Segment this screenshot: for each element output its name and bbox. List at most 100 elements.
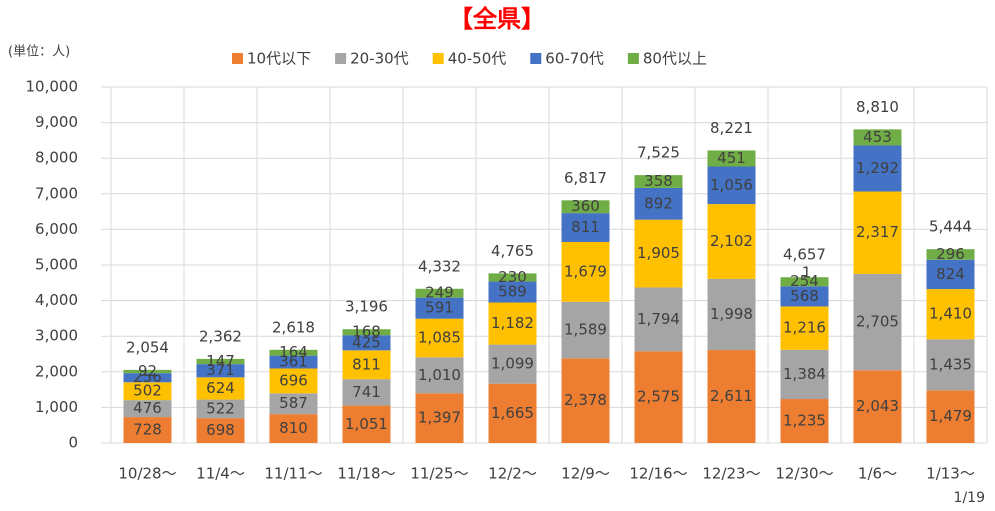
data-label: 1,292 <box>856 159 899 177</box>
data-label: 2,102 <box>710 232 753 250</box>
total-label: 3,196 <box>345 298 388 316</box>
data-label: 1,216 <box>783 319 826 337</box>
data-label: 824 <box>936 265 965 283</box>
bar-segment <box>707 204 756 279</box>
data-label: 358 <box>644 172 673 190</box>
bar-segment <box>780 306 829 350</box>
x-tick-label: 12/2〜 <box>488 465 537 483</box>
bar-segment <box>561 213 610 243</box>
bar-segment <box>926 390 975 443</box>
x-tick-label: 12/23〜 <box>702 465 760 483</box>
data-label: 810 <box>279 419 308 437</box>
data-label: 2,611 <box>710 387 753 405</box>
legend-label: 20-30代 <box>350 50 409 68</box>
bar-segment <box>707 278 756 351</box>
data-label: 2,575 <box>637 388 680 406</box>
data-label: 1,479 <box>929 407 972 425</box>
data-label: 1,099 <box>491 355 534 373</box>
bar-segment <box>634 287 683 352</box>
bar-segment <box>926 259 975 290</box>
bar-segment <box>123 417 172 443</box>
x-tick-label: 11/25〜 <box>410 465 468 483</box>
data-label: 164 <box>279 343 308 361</box>
data-label: 698 <box>206 421 235 439</box>
bar-segment <box>561 358 610 443</box>
legend-swatch <box>432 53 444 64</box>
data-label: 728 <box>133 421 162 439</box>
x-tick-label: 11/11〜 <box>264 465 322 483</box>
bar-segment <box>634 351 683 443</box>
total-label: 8,221 <box>710 119 753 137</box>
data-label: 624 <box>206 379 235 397</box>
data-label: 811 <box>352 355 381 373</box>
data-label: 371 <box>206 361 235 379</box>
total-label: 8,810 <box>856 98 899 116</box>
bar-segment <box>415 393 464 443</box>
bar-segment <box>342 329 391 336</box>
bar-segment <box>561 301 610 359</box>
legend-swatch <box>335 53 347 64</box>
bar-segment <box>853 191 902 274</box>
bar-segment <box>342 379 391 406</box>
data-label: 451 <box>717 149 746 167</box>
bar-segment <box>488 383 537 443</box>
bar-segment <box>853 129 902 146</box>
bar-segment <box>196 418 245 443</box>
bar-segment <box>415 318 464 358</box>
x-tick-label: 12/9〜 <box>561 465 610 483</box>
legend-swatch <box>627 53 639 64</box>
data-label: 892 <box>644 194 673 212</box>
bar-segment <box>780 399 829 443</box>
bar-segment <box>926 339 975 391</box>
bar-segment <box>780 286 829 307</box>
data-label: 591 <box>425 299 454 317</box>
data-label: 568 <box>790 287 819 305</box>
total-label: 4,765 <box>491 242 534 260</box>
y-tick-label: 6,000 <box>35 220 78 238</box>
data-label: 92 <box>138 362 157 380</box>
total-label: 2,362 <box>199 327 242 345</box>
bar-segment <box>123 373 172 383</box>
annotation: 1 <box>802 264 812 282</box>
data-label: 360 <box>571 197 600 215</box>
data-label: 587 <box>279 394 308 412</box>
data-label: 453 <box>863 128 892 146</box>
x-tick-label: 11/18〜 <box>337 465 395 483</box>
bar-segment <box>342 350 391 380</box>
total-label: 6,817 <box>564 169 607 187</box>
legend-swatch <box>530 53 542 64</box>
data-label: 696 <box>279 371 308 389</box>
y-tick-label: 4,000 <box>35 291 78 309</box>
total-label: 4,657 <box>783 246 826 264</box>
page-note: 1/19 <box>954 490 985 506</box>
total-label: 4,332 <box>418 257 461 275</box>
data-label: 1,905 <box>637 244 680 262</box>
legend-swatch <box>232 53 243 64</box>
data-label: 1,182 <box>491 314 534 332</box>
bar-segment <box>123 369 172 374</box>
data-label: 1,435 <box>929 355 972 373</box>
unit-label: (単位：人) <box>8 44 70 60</box>
data-label: 168 <box>352 323 381 341</box>
data-label: 1,998 <box>710 305 753 323</box>
bar-segment <box>488 281 537 303</box>
y-tick-label: 0 <box>68 434 78 452</box>
total-label: 2,618 <box>272 318 315 336</box>
data-label: 1,410 <box>929 305 972 323</box>
data-label: 1,085 <box>418 328 461 346</box>
data-label: 296 <box>936 245 965 263</box>
bar-segment <box>780 277 829 287</box>
bar-segment <box>415 288 464 298</box>
data-label: 361 <box>279 353 308 371</box>
data-label: 502 <box>133 382 162 400</box>
data-label: 2,317 <box>856 223 899 241</box>
bar-segment <box>707 150 756 167</box>
x-tick-label: 11/4〜 <box>196 465 245 483</box>
bar-segment <box>488 273 537 282</box>
data-label: 147 <box>206 352 235 370</box>
legend-label: 40-50代 <box>448 50 507 68</box>
data-label: 1,679 <box>564 262 607 280</box>
bar-segment <box>634 219 683 288</box>
bar-segment <box>342 335 391 351</box>
y-tick-label: 2,000 <box>35 362 78 380</box>
